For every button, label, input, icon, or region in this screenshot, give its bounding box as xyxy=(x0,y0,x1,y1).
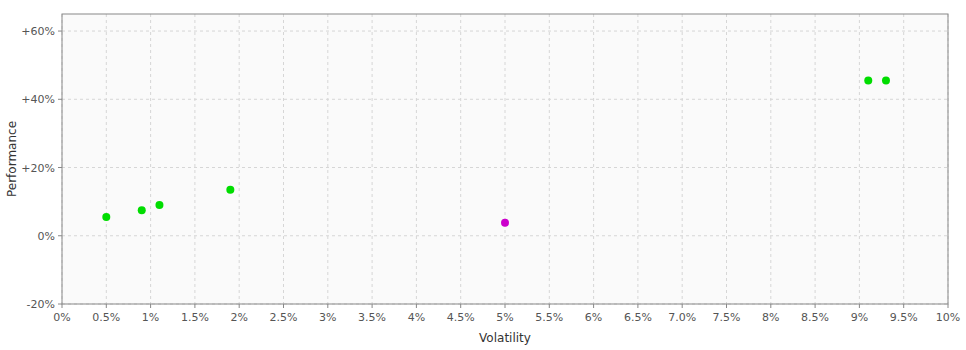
grid-line-x xyxy=(903,14,904,304)
tick-x xyxy=(726,304,727,308)
tick-x xyxy=(150,304,151,308)
series xyxy=(102,77,890,221)
grid-line-x xyxy=(505,14,506,304)
tick-label-x: 7.5% xyxy=(713,311,741,324)
tick-label-x: 1% xyxy=(142,311,159,324)
grid-line-x xyxy=(770,14,771,304)
grid-line-x xyxy=(327,14,328,304)
tick-y xyxy=(58,304,62,305)
tick-label-x: 2% xyxy=(230,311,247,324)
tick-x xyxy=(637,304,638,308)
tick-label-x: 4.5% xyxy=(447,311,475,324)
tick-x xyxy=(770,304,771,308)
scatter-point xyxy=(102,213,110,221)
scatter-point xyxy=(155,201,163,209)
tick-label-x: 1.5% xyxy=(181,311,209,324)
grid-line-x xyxy=(283,14,284,304)
axis-title-x: Volatility xyxy=(479,331,531,345)
tick-label-x: 5% xyxy=(496,311,513,324)
grid-line-x xyxy=(106,14,107,304)
tick-x xyxy=(327,304,328,308)
tick-y xyxy=(58,99,62,100)
axis-title-y: Performance xyxy=(5,121,19,197)
tick-label-x: 6% xyxy=(585,311,602,324)
tick-x xyxy=(682,304,683,308)
tick-label-y: 0% xyxy=(38,230,55,243)
grid xyxy=(62,14,948,304)
grid-line-x xyxy=(460,14,461,304)
chart-svg: 0% 0.5% 1% 1.5% 2% 2.5% 3% 3.5% 4% 4.5% 5% 5.5% 6% 6.… xyxy=(0,0,966,350)
axes: 0% 0.5% 1% 1.5% 2% 2.5% 3% 3.5% 4% 4.5% 5% 5.5% 6% 6.… xyxy=(21,25,960,324)
scatter-point xyxy=(138,206,146,214)
grid-line-y xyxy=(62,235,948,236)
plot-frame xyxy=(62,14,948,304)
scatter-point xyxy=(864,77,872,85)
tick-x xyxy=(283,304,284,308)
tick-x xyxy=(859,304,860,308)
grid-line-x xyxy=(637,14,638,304)
tick-label-x: 0% xyxy=(53,311,70,324)
tick-y xyxy=(58,235,62,236)
tick-label-x: 8% xyxy=(762,311,779,324)
tick-x xyxy=(549,304,550,308)
tick-x xyxy=(106,304,107,308)
tick-x xyxy=(903,304,904,308)
tick-label-x: 7.0% xyxy=(668,311,696,324)
tick-label-y: -20% xyxy=(27,298,55,311)
grid-line-x xyxy=(726,14,727,304)
tick-y xyxy=(58,31,62,32)
tick-label-x: 0.5% xyxy=(92,311,120,324)
tick-label-x: 2.5% xyxy=(270,311,298,324)
tick-label-x: 10% xyxy=(936,311,960,324)
series xyxy=(501,219,509,227)
grid-line-y xyxy=(62,31,948,32)
tick-label-y: +60% xyxy=(21,25,55,38)
tick-x xyxy=(815,304,816,308)
tick-x xyxy=(416,304,417,308)
tick-label-x: 4% xyxy=(408,311,425,324)
grid-line-x xyxy=(593,14,594,304)
tick-x xyxy=(460,304,461,308)
tick-x xyxy=(593,304,594,308)
tick-label-x: 9% xyxy=(851,311,868,324)
tick-x xyxy=(62,304,63,308)
tick-x xyxy=(505,304,506,308)
tick-label-y: +40% xyxy=(21,93,55,106)
tick-label-y: +20% xyxy=(21,162,55,175)
grid-line-x xyxy=(815,14,816,304)
tick-x xyxy=(239,304,240,308)
scatter-point xyxy=(226,186,234,194)
plot-background xyxy=(62,14,948,304)
tick-label-x: 6.5% xyxy=(624,311,652,324)
scatter-point xyxy=(882,77,890,85)
tick-x xyxy=(948,304,949,308)
tick-x xyxy=(372,304,373,308)
tick-label-x: 3.5% xyxy=(358,311,386,324)
tick-label-x: 9.5% xyxy=(890,311,918,324)
grid-line-y xyxy=(62,167,948,168)
grid-line-y xyxy=(62,99,948,100)
grid-line-x xyxy=(372,14,373,304)
grid-line-x xyxy=(239,14,240,304)
tick-label-x: 3% xyxy=(319,311,336,324)
tick-label-x: 5.5% xyxy=(535,311,563,324)
tick-y xyxy=(58,167,62,168)
tick-x xyxy=(194,304,195,308)
grid-line-x xyxy=(416,14,417,304)
grid-line-x xyxy=(682,14,683,304)
data-layer xyxy=(102,77,890,227)
grid-line-x xyxy=(859,14,860,304)
chart-container: 0% 0.5% 1% 1.5% 2% 2.5% 3% 3.5% 4% 4.5% 5% 5.5% 6% 6.… xyxy=(0,0,966,350)
grid-line-x xyxy=(549,14,550,304)
grid-line-x xyxy=(150,14,151,304)
tick-label-x: 8.5% xyxy=(801,311,829,324)
grid-line-x xyxy=(194,14,195,304)
scatter-point xyxy=(501,219,509,227)
